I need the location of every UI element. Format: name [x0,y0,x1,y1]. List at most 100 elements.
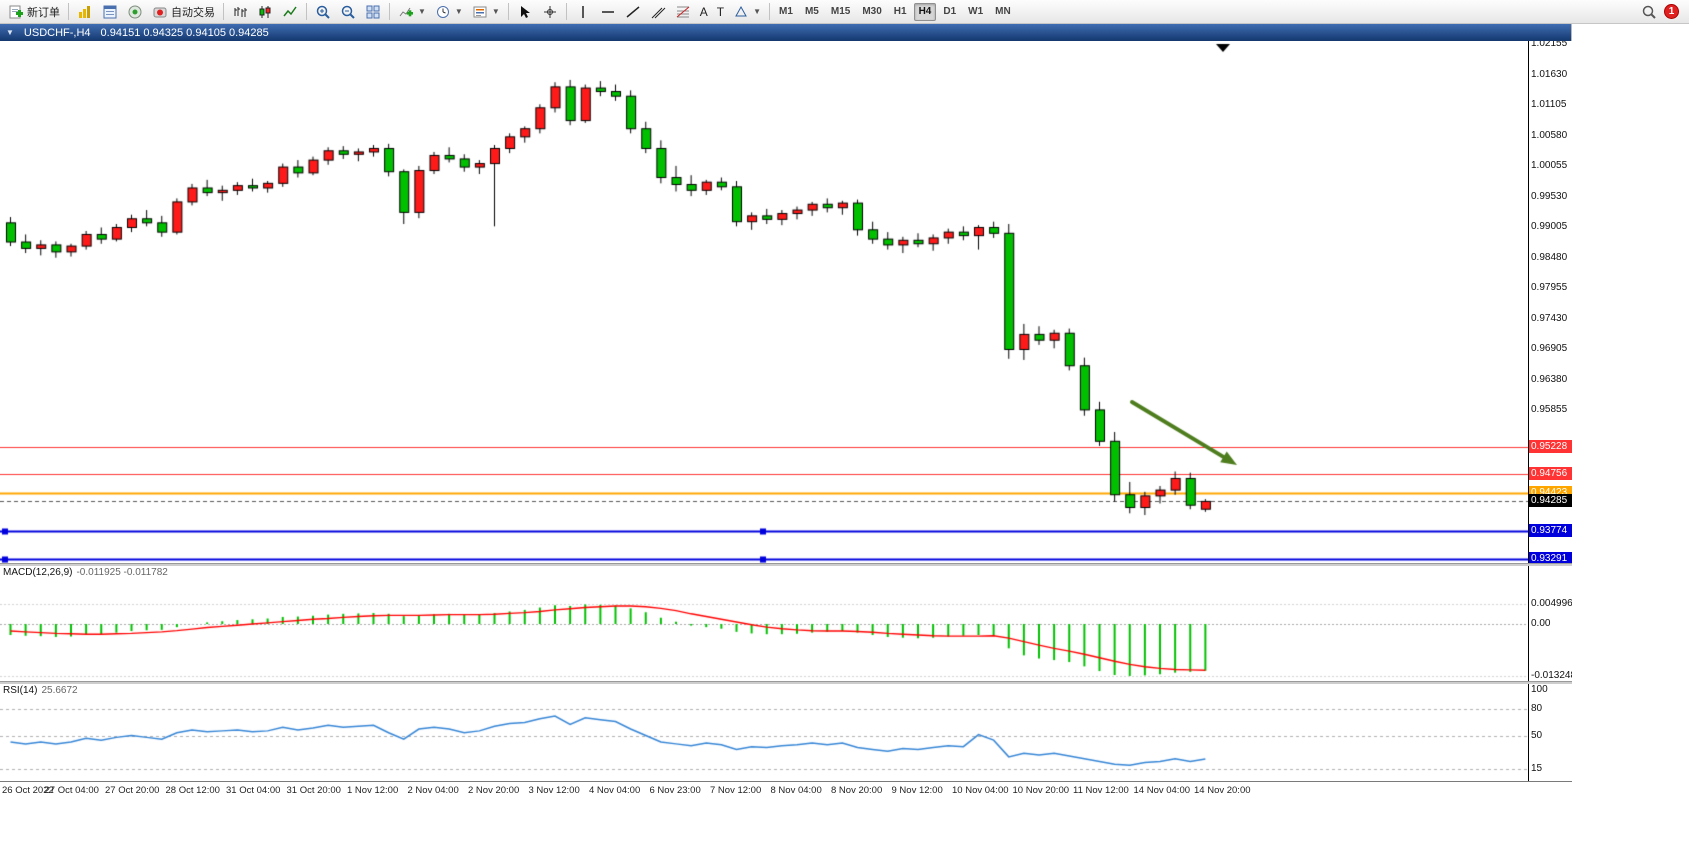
zoom-out-button[interactable] [336,2,360,22]
toolbar-separator [223,3,224,20]
market-watch-button[interactable] [73,2,97,22]
cursor-icon [517,4,533,20]
auto-trading-button[interactable]: 自动交易 [148,2,219,22]
time-axis-label: 4 Nov 04:00 [589,785,641,796]
timeframe-m1[interactable]: M1 [779,6,793,17]
new-order-button[interactable]: 新订单 [4,2,64,22]
time-axis[interactable]: 26 Oct 2022 27 Oct 04:00 27 Oct 20:00 28 Oc… [0,781,1572,800]
time-axis-label: 31 Oct 20:00 [286,785,341,796]
data-window-button[interactable] [98,2,122,22]
timeframe-mn[interactable]: MN [995,6,1011,17]
cursor-button[interactable] [513,2,537,22]
price-axis-label: 1.01105 [1531,99,1567,111]
macd-canvas[interactable] [0,566,1528,681]
indicators-button[interactable]: ▼ [394,2,430,22]
pane-splitter[interactable] [0,681,1572,684]
price-axis-label: 0.99005 [1531,221,1568,233]
timeframe-w1[interactable]: W1 [968,6,984,17]
horizontal-line-icon [600,4,616,20]
zoom-in-icon [315,4,331,20]
price-axis-label: 1.00055 [1531,160,1568,172]
rsi-axis-label: 100 [1531,684,1548,696]
macd-values: -0.011925 -0.011782 [76,567,168,578]
price-axis-label: 0.98480 [1531,251,1568,263]
rsi-label: RSI(14) 25.6672 [3,685,78,696]
text-tool-icon: A [699,4,708,19]
timeframe-h4[interactable]: H4 [913,2,937,21]
zoom-out-icon [340,4,356,20]
trendline-tool-button[interactable] [621,2,645,22]
arrows-tool-button[interactable]: ▼ [729,2,765,22]
templates-button[interactable]: ▼ [468,2,504,22]
navigator-icon [127,4,143,20]
dropdown-arrow-icon: ▼ [491,7,500,16]
time-axis-label: 26 Oct 2022 [2,785,54,796]
rsi-axis-label: 50 [1531,730,1543,742]
main-chart-canvas[interactable] [0,41,1528,563]
timeframe-group: M1 M5 M15 M30 H1 H4 D1 W1 MN [774,2,1016,21]
chart-title-bar[interactable]: ▼ USDCHF-,H4 0.94151 0.94325 0.94105 0.9… [0,24,1571,41]
price-axis-label: 1.02155 [1531,41,1568,50]
chart-bars-button[interactable] [228,2,252,22]
main-toolbar: 新订单 自动交易 [0,0,1689,24]
zoom-in-button[interactable] [311,2,335,22]
price-axis-label: 0.99530 [1531,190,1568,202]
timeframe-m30[interactable]: M30 [862,6,882,17]
timeframe-h1[interactable]: H1 [893,6,907,17]
rsi-scale[interactable]: 100 80 50 15 [1528,684,1572,781]
channel-icon [650,4,666,20]
price-badge: 0.93291 [1529,552,1572,563]
time-axis-label: 27 Oct 04:00 [44,785,99,796]
price-axis-label: 0.96380 [1531,373,1568,385]
navigator-button[interactable] [123,2,147,22]
time-axis-label: 10 Nov 20:00 [1012,785,1070,796]
macd-axis-label: 0.00 [1531,618,1551,629]
toolbar-separator [389,3,390,20]
notification-badge[interactable]: 1 [1664,4,1679,19]
auto-trading-icon [152,4,168,20]
chart-line-button[interactable] [278,2,302,22]
channel-tool-button[interactable] [646,2,670,22]
price-badge: 0.94756 [1529,467,1572,481]
price-badge: 0.93774 [1529,524,1572,538]
fibonacci-icon [675,4,691,20]
time-axis-label: 14 Nov 04:00 [1133,785,1191,796]
tile-windows-button[interactable] [361,2,385,22]
price-scale[interactable]: 1.02155 1.01630 1.01105 1.00580 1.00055 0.995… [1528,41,1572,563]
time-axis-label: 1 Nov 12:00 [347,785,399,796]
timeframe-d1[interactable]: D1 [943,6,957,17]
macd-axis-label: -0.013248 [1531,669,1572,681]
candlestick-chart-icon [257,4,273,20]
time-axis-label: 31 Oct 04:00 [226,785,281,796]
chart-ohlc-readout: 0.94151 0.94325 0.94105 0.94285 [100,26,269,39]
time-axis-label: 8 Nov 04:00 [770,785,822,796]
template-icon [472,4,488,20]
crosshair-button[interactable] [538,2,562,22]
horizontal-line-tool-button[interactable] [596,2,620,22]
pane-splitter[interactable] [0,563,1572,566]
toolbar-separator [507,3,509,20]
search-icon [1641,4,1657,20]
text-tool-button[interactable]: A [696,2,712,22]
macd-scale[interactable]: 0.004996 0.00 -0.013248 [1528,566,1572,681]
text-label-tool-button[interactable]: T [713,2,728,22]
window-menu-icon[interactable]: ▼ [6,28,14,37]
chart-symbol-title: USDCHF-,H4 [23,26,91,39]
price-axis-label: 0.97955 [1531,282,1568,294]
timeframe-m15[interactable]: M15 [830,6,851,17]
time-axis-label: 11 Nov 12:00 [1073,785,1129,796]
rsi-canvas[interactable] [0,684,1528,781]
fibonacci-tool-button[interactable] [671,2,695,22]
trendline-icon [625,4,641,20]
chart-window: ▼ USDCHF-,H4 0.94151 0.94325 0.94105 0.9… [0,24,1572,800]
dropdown-arrow-icon: ▼ [454,7,463,16]
text-label-tool-icon: T [716,4,725,19]
timeframe-m5[interactable]: M5 [804,6,819,17]
periods-button[interactable]: ▼ [431,2,467,22]
macd-name: MACD(12,26,9) [3,567,73,578]
vertical-line-tool-button[interactable] [571,2,595,22]
chart-candles-button[interactable] [253,2,277,22]
time-axis-label: 6 Nov 23:00 [649,785,701,796]
search-button[interactable] [1637,2,1661,22]
rsi-axis-label: 15 [1531,762,1543,774]
